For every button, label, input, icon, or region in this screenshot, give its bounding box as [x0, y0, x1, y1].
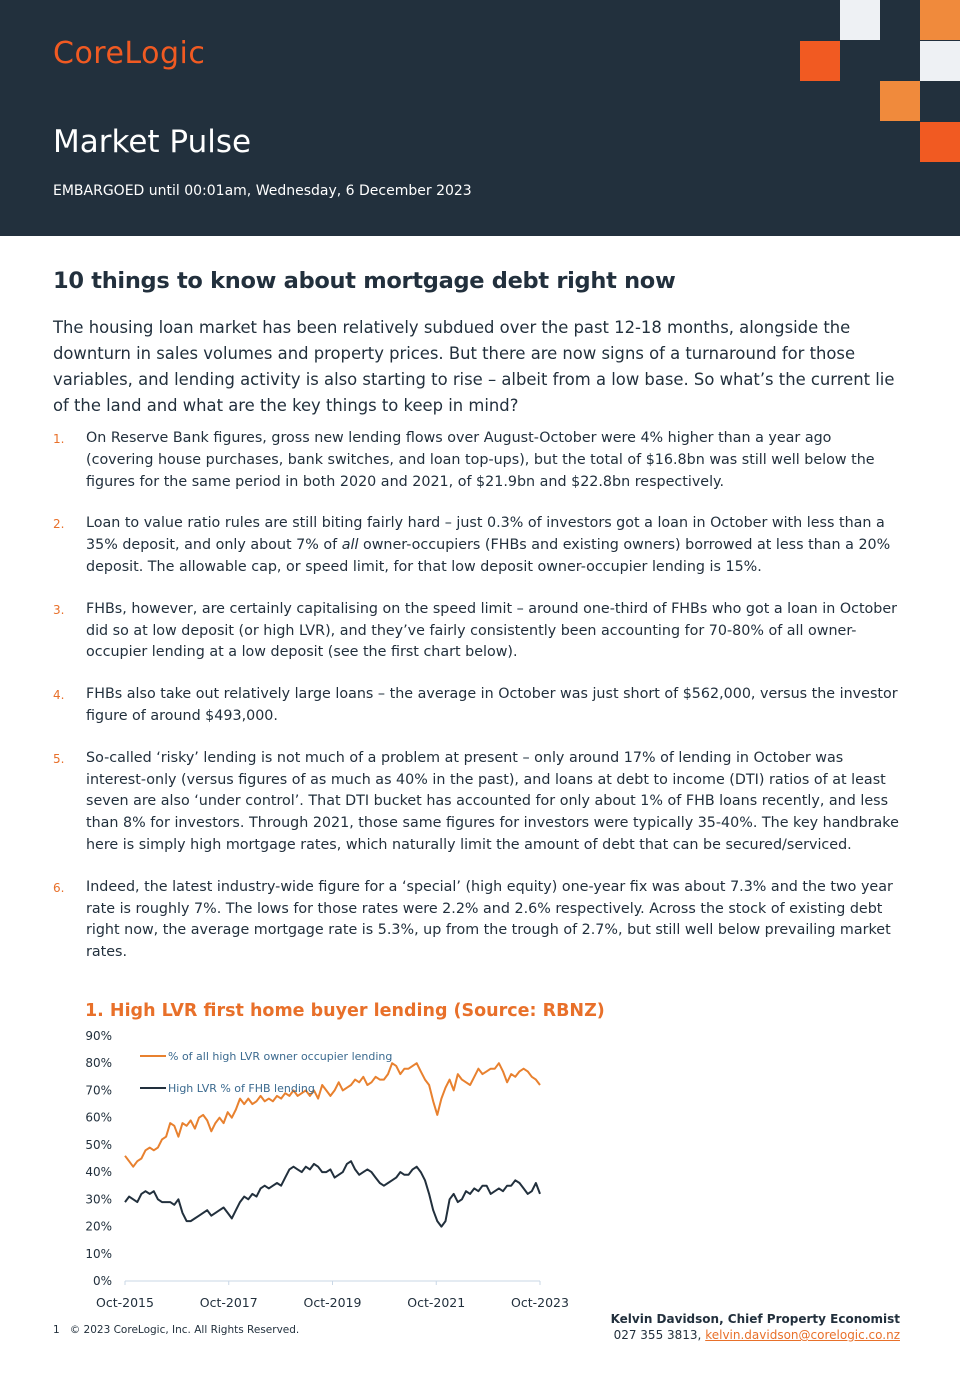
footnote: 1 © 2023 CoreLogic, Inc. All Rights Rese…	[53, 1324, 299, 1336]
author-block: Kelvin Davidson, Chief Property Economis…	[611, 1311, 900, 1343]
item-text: FHBs, however, are certainly capitalisin…	[86, 600, 898, 661]
series-lines	[124, 1062, 541, 1228]
y-tick-label: 10%	[85, 1247, 112, 1261]
article-title: 10 things to know about mortgage debt ri…	[53, 268, 676, 294]
item-text: On Reserve Bank figures, gross new lendi…	[86, 430, 875, 490]
item-number: 1.	[53, 432, 65, 446]
x-tick-label: Oct-2019	[304, 1295, 362, 1310]
y-tick-label: 30%	[85, 1192, 112, 1206]
item-text: Indeed, the latest industry-wide figure …	[86, 878, 893, 961]
list-item: 5. So-called ‘risky’ lending is not much …	[53, 748, 903, 857]
square-light-orange	[880, 81, 920, 121]
page-number: 1	[53, 1324, 60, 1336]
item-text-emphasis: all	[341, 537, 359, 554]
lending-line-chart: 0%10%20%30%40%50%60%70%80%90% Oct-2015 Oc…	[85, 1029, 569, 1310]
series-line-2	[124, 1160, 541, 1228]
author-name: Kelvin Davidson, Chief Property Economis…	[610, 1312, 900, 1326]
y-tick-label: 40%	[85, 1165, 112, 1179]
list-item: 2. Loan to value ratio rules are still bi…	[53, 513, 903, 578]
y-axis-labels: 0% 10% 20% 30% 40% 50% 60% 70% 80% 90%	[85, 1029, 112, 1288]
chart-title: 1. High LVR first home buyer lending (So…	[85, 1001, 605, 1021]
item-number: 2.	[53, 517, 65, 532]
square-orange	[920, 122, 960, 162]
item-number: 5.	[53, 751, 65, 766]
x-tick-label: Oct-2021	[407, 1295, 465, 1310]
corelogic-logo: CoreLogic	[53, 36, 206, 71]
y-tick-label: 90%	[85, 1029, 112, 1043]
y-tick-label: 80%	[85, 1056, 112, 1070]
list-item: 3. FHBs, however, are certainly capitalis…	[53, 599, 903, 664]
legend-label: % of all high LVR owner occupier lending	[168, 1050, 392, 1063]
x-tick-label: Oct-2017	[200, 1295, 258, 1310]
list-item: 6. Indeed, the latest industry-wide figur…	[53, 877, 903, 964]
y-tick-label: 0%	[93, 1274, 112, 1288]
report-header: CoreLogic Market Pulse EMBARGOED until 0…	[0, 0, 960, 236]
key-points-list: 1. On Reserve Bank figures, gross new len…	[53, 428, 903, 984]
item-text: FHBs also take out relatively large loan…	[86, 686, 898, 724]
y-tick-label: 50%	[85, 1138, 112, 1152]
article-intro: The housing loan market has been relativ…	[53, 318, 895, 415]
author-email-link[interactable]: kelvin.davidson@corelogic.co.nz	[705, 1328, 900, 1342]
embargo-notice: EMBARGOED until 00:01am, Wednesday, 6 De…	[53, 183, 472, 199]
list-item: 4. FHBs also take out relatively large lo…	[53, 684, 903, 728]
copyright: © 2023 CoreLogic, Inc. All Rights Reserv…	[69, 1324, 300, 1336]
x-tick-label: Oct-2023	[511, 1295, 569, 1310]
x-axis-ticks: Oct-2015 Oct-2017 Oct-2019 Oct-2021 Oct-2023	[96, 1281, 569, 1310]
square-pale	[920, 41, 960, 81]
item-number: 4.	[53, 688, 65, 703]
x-tick-label: Oct-2015	[96, 1295, 154, 1310]
square-pale	[840, 0, 880, 40]
item-number: 6.	[53, 880, 65, 895]
series-line-1	[124, 1062, 541, 1168]
square-orange	[800, 41, 840, 81]
item-text: Loan to value ratio rules are still biti…	[86, 515, 885, 554]
y-tick-label: 70%	[85, 1083, 112, 1097]
author-contact: 027 355 3813, kelvin.davidson@corelogic.…	[611, 1327, 900, 1343]
chart-legend: % of all high LVR owner occupier lending…	[140, 1050, 392, 1095]
item-number: 3.	[53, 602, 65, 617]
page-title: Market Pulse	[53, 124, 252, 160]
square-light-orange	[920, 0, 960, 40]
author-phone: 027 355 3813,	[613, 1328, 702, 1342]
y-tick-label: 20%	[85, 1220, 112, 1234]
item-text: owner-occupiers (FHBs and existing owner…	[86, 537, 891, 575]
item-text: So-called ‘risky’ lending is not much of…	[86, 749, 899, 853]
legend-label: High LVR % of FHB lending	[168, 1082, 315, 1095]
list-item: 1. On Reserve Bank figures, gross new len…	[53, 428, 903, 493]
y-tick-label: 60%	[85, 1111, 112, 1125]
